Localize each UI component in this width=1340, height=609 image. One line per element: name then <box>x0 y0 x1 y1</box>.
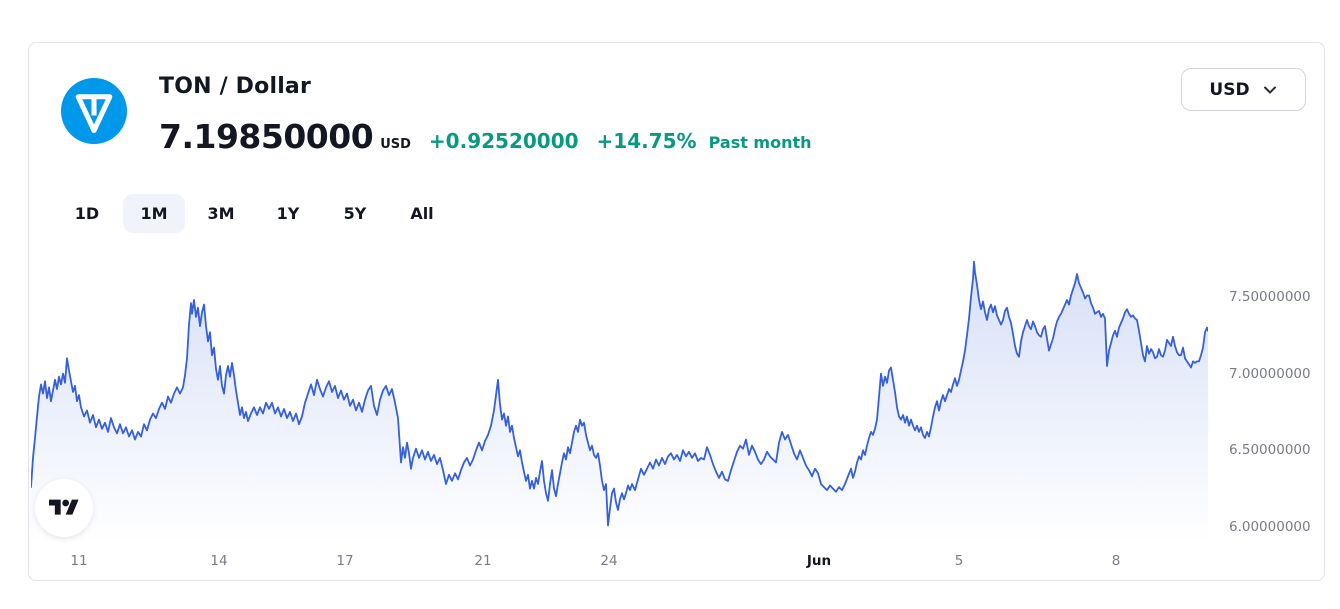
y-axis-label: 7.50000000 <box>1229 288 1311 305</box>
currency-dropdown[interactable]: USD <box>1181 68 1306 111</box>
x-axis-label: Jun <box>806 553 832 569</box>
price-area-chart[interactable] <box>30 251 1209 543</box>
x-axis-label: 11 <box>70 553 88 569</box>
range-tab-1d[interactable]: 1D <box>56 194 118 233</box>
x-axis-label: 5 <box>954 553 964 569</box>
y-axis-label: 6.00000000 <box>1229 518 1311 535</box>
chevron-down-icon <box>1262 82 1278 98</box>
x-axis-label: 14 <box>210 553 228 569</box>
ton-logo-icon <box>61 78 127 144</box>
range-tab-all[interactable]: All <box>391 194 453 233</box>
range-tab-1y[interactable]: 1Y <box>257 194 319 233</box>
y-axis-label: 7.00000000 <box>1229 365 1311 382</box>
tradingview-icon <box>49 496 79 520</box>
price-line <box>30 260 1209 527</box>
x-axis-label: 21 <box>474 553 492 569</box>
area-fill <box>31 261 1208 543</box>
range-tab-1m[interactable]: 1M <box>123 194 185 233</box>
price-row: 7.19850000 USD +0.92520000 +14.75% Past … <box>159 117 812 156</box>
price-change-pct: +14.75% <box>596 129 697 153</box>
range-tabs: 1D 1M 3M 1Y 5Y All <box>56 194 453 233</box>
chart-area <box>30 251 1209 543</box>
tradingview-logo[interactable] <box>35 479 93 537</box>
symbol-title: TON / Dollar <box>159 74 312 99</box>
price-value: 7.19850000 <box>159 117 374 156</box>
x-axis-label: 8 <box>1111 553 1121 569</box>
price-change-abs: +0.92520000 <box>428 129 579 153</box>
range-tab-3m[interactable]: 3M <box>190 194 252 233</box>
x-axis-label: 24 <box>600 553 618 569</box>
price-widget-card: TON / Dollar 7.19850000 USD +0.92520000 … <box>28 42 1325 581</box>
price-change-period: Past month <box>708 133 812 152</box>
y-axis-label: 6.50000000 <box>1229 442 1311 459</box>
currency-dropdown-value: USD <box>1209 79 1250 100</box>
x-axis-label: 17 <box>336 553 354 569</box>
price-currency-label: USD <box>380 137 411 152</box>
range-tab-5y[interactable]: 5Y <box>324 194 386 233</box>
